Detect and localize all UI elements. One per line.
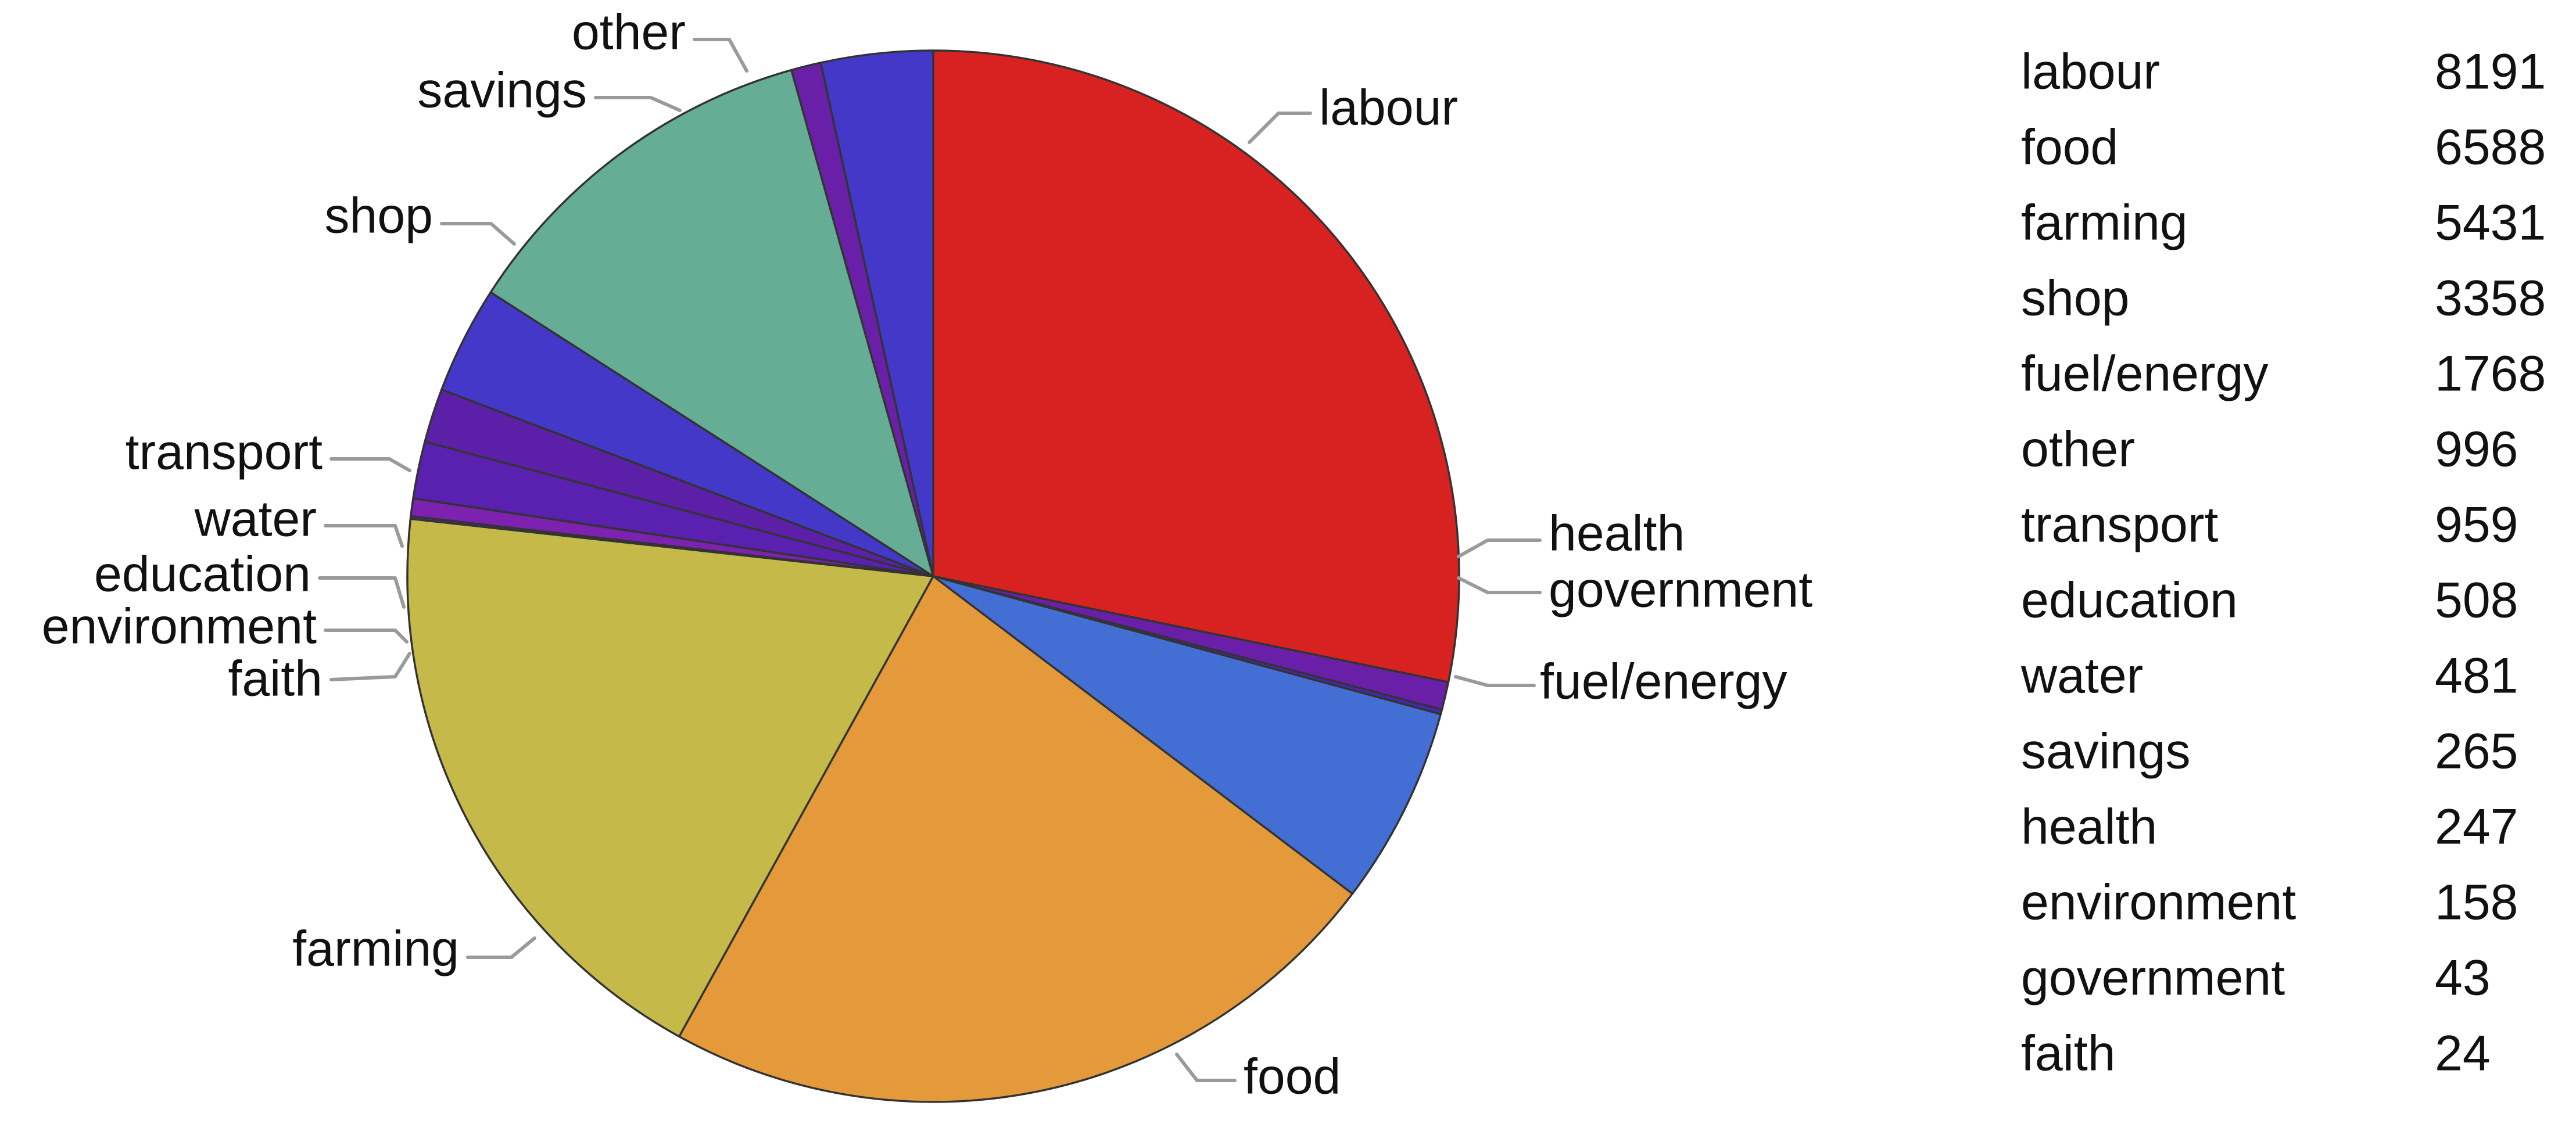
table-value-farming: 5431 — [2435, 195, 2546, 251]
pie-slice-shop — [489, 69, 934, 577]
table-value-government: 43 — [2435, 950, 2491, 1006]
table-label-food: food — [2021, 120, 2118, 175]
table-value-education: 508 — [2435, 573, 2518, 629]
table-label-faith: faith — [2021, 1026, 2116, 1082]
pie-slice-other — [819, 49, 934, 577]
leader-line-farming — [466, 936, 536, 959]
pie-slice-food — [678, 575, 1354, 1103]
leader-line-environment — [324, 629, 409, 644]
pie-label-fuel-energy: fuel/energy — [1540, 654, 1787, 710]
leader-line-water — [324, 524, 404, 548]
pie-slices — [406, 49, 1460, 1103]
table-label-fuel-energy: fuel/energy — [2021, 346, 2269, 402]
table-value-health: 247 — [2435, 799, 2518, 855]
table-value-other: 996 — [2435, 422, 2518, 477]
table-label-environment: environment — [2021, 875, 2296, 931]
table-label-transport: transport — [2021, 497, 2218, 553]
table-label-health: health — [2021, 799, 2157, 855]
leader-line-transport — [329, 457, 411, 472]
value-table: labour 8191 food 6588 farming 5431 shop 3358 fue… — [2020, 44, 2546, 1082]
pie-label-health: health — [1549, 506, 1685, 562]
table-label-government: government — [2021, 950, 2285, 1006]
table-value-food: 6588 — [2435, 120, 2546, 175]
table-label-labour: labour — [2021, 44, 2160, 100]
pie-label-shop: shop — [325, 188, 433, 244]
table-label-shop: shop — [2021, 271, 2130, 326]
table-value-environment: 158 — [2435, 875, 2518, 931]
table-label-water: water — [2020, 648, 2143, 704]
table-value-faith: 24 — [2435, 1026, 2491, 1082]
pie-label-faith: faith — [228, 651, 323, 707]
pie-slice-fuel-energy — [932, 575, 1442, 895]
leader-line-other — [693, 38, 748, 73]
pie-label-water: water — [194, 491, 317, 547]
table-value-fuel-energy: 1768 — [2435, 346, 2546, 402]
leader-line-fuel-energy — [1454, 675, 1536, 687]
pie-label-transport: transport — [126, 425, 323, 480]
pie-label-other: other — [572, 5, 686, 60]
pie-label-savings: savings — [417, 63, 587, 118]
table-label-other: other — [2021, 422, 2135, 477]
leader-line-labour — [1248, 112, 1312, 144]
pie-label-farming: farming — [292, 921, 459, 977]
table-value-water: 481 — [2435, 648, 2518, 704]
table-label-farming: farming — [2021, 195, 2188, 251]
table-value-transport: 959 — [2435, 497, 2518, 553]
leader-line-education — [318, 576, 406, 609]
pie-label-environment: environment — [42, 599, 317, 655]
pie-slice-farming — [406, 518, 934, 1038]
pie-slice-labour — [932, 49, 1460, 684]
leader-line-health — [1457, 538, 1542, 558]
leader-line-shop — [440, 222, 516, 246]
table-label-savings: savings — [2021, 724, 2191, 780]
table-label-education: education — [2021, 573, 2238, 629]
leader-line-food — [1175, 1053, 1237, 1082]
table-value-labour: 8191 — [2435, 44, 2546, 100]
table-value-shop: 3358 — [2435, 271, 2546, 326]
pie-label-labour: labour — [1319, 80, 1458, 136]
leader-line-government — [1457, 576, 1542, 594]
table-value-savings: 265 — [2435, 724, 2518, 780]
leader-line-savings — [594, 96, 682, 112]
pie-label-education: education — [94, 547, 311, 602]
pie-label-government: government — [1549, 562, 1812, 618]
label-leader-lines — [318, 38, 1542, 1082]
pie-label-food: food — [1244, 1049, 1341, 1105]
leader-line-faith — [329, 652, 411, 681]
